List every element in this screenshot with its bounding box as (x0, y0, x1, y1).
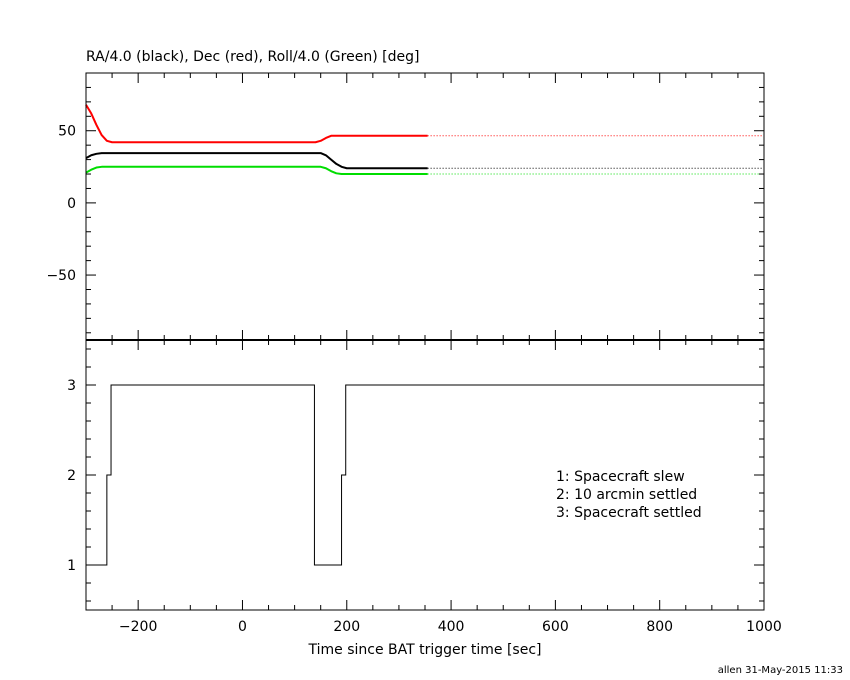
top-ticks: −50 0 50 (46, 72, 765, 340)
x-tick-label: −200 (119, 619, 157, 635)
legend-line-3: 3: Spacecraft settled (556, 505, 702, 521)
y-tick-label: −50 (46, 268, 76, 284)
y-tick-label: 1 (67, 558, 76, 574)
x-tick-label: 600 (542, 619, 569, 635)
top-series-2 (85, 165, 428, 176)
legend-line-1: 1: Spacecraft slew (556, 469, 685, 485)
x-tick-label: 0 (238, 619, 247, 635)
bottom-panel: −200 0 200 400 600 800 1000 1 2 3 1: Spacecraft s… (67, 339, 782, 635)
x-tick-label: 1000 (746, 619, 782, 635)
top-panel-title: RA/4.0 (black), Dec (red), Roll/4.0 (Gre… (86, 49, 419, 65)
top-series-0 (85, 104, 428, 144)
y-tick-label: 3 (67, 378, 76, 394)
top-series-1 (85, 152, 428, 170)
bottom-series-group (86, 384, 764, 566)
footer-stamp: allen 31-May-2015 11:33 (718, 665, 843, 676)
top-panel-frame (85, 72, 765, 341)
x-tick-label: 800 (646, 619, 673, 635)
top-series-group (85, 104, 764, 176)
y-tick-label: 50 (58, 124, 76, 140)
x-axis-label: Time since BAT trigger time [sec] (308, 642, 542, 658)
y-tick-label: 2 (67, 468, 76, 484)
top-panel: −50 0 50 (46, 72, 765, 341)
legend-line-2: 2: 10 arcmin settled (556, 487, 697, 503)
y-tick-label: 0 (67, 196, 76, 212)
bottom-series-0 (86, 384, 764, 566)
x-tick-label: 200 (333, 619, 360, 635)
x-tick-label: 400 (438, 619, 465, 635)
